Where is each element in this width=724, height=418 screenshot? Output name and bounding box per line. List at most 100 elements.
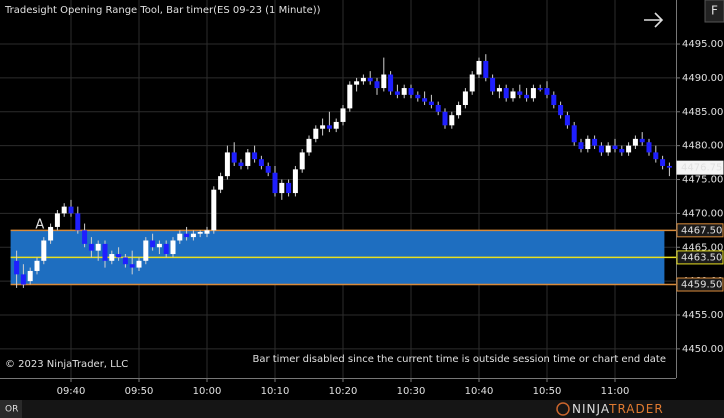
x-tick-label: 10:20 [329, 386, 358, 397]
axis-button[interactable] [704, 0, 724, 23]
price-label-box [676, 160, 724, 175]
candle-body [646, 142, 652, 153]
tab-bar [0, 400, 724, 418]
price-label-box [676, 250, 724, 265]
candle-body [388, 74, 394, 92]
status-message: Bar timer disabled since the current tim… [252, 354, 666, 365]
candle-body [61, 206, 67, 214]
candle-body [653, 152, 659, 160]
price-label: 4459.50 [681, 280, 722, 291]
candle-body [401, 88, 407, 95]
y-tick-label: 4450.00 [682, 344, 723, 355]
candle-body [374, 81, 380, 89]
price-label: 4467.50 [681, 225, 722, 236]
candle-body [462, 91, 468, 105]
candle-body [428, 101, 434, 105]
price-label-box [676, 223, 724, 238]
candle-body [190, 233, 196, 238]
candle-body [598, 145, 604, 153]
candle-body [258, 159, 264, 166]
x-tick-label: 09:50 [125, 386, 154, 397]
candle-body [245, 152, 251, 166]
logo-part: TRADER [608, 402, 664, 416]
candle-body [456, 105, 462, 116]
candle-body [320, 125, 326, 129]
arrow-icon[interactable] [644, 12, 664, 28]
copyright: © 2023 NinjaTrader, LLC [5, 359, 128, 370]
candle-body [116, 254, 122, 258]
price-label: 4463.50 [681, 252, 722, 263]
candle-body [20, 274, 26, 285]
candle-body [95, 243, 101, 251]
candle-body [252, 152, 258, 160]
tab[interactable] [0, 400, 22, 418]
candle-body [143, 240, 149, 261]
candle-body [449, 115, 455, 126]
candle-body [605, 145, 611, 153]
logo-part: NINJA [572, 402, 610, 416]
candle-body [490, 77, 496, 92]
candle-body [381, 74, 387, 89]
candle-body [163, 243, 169, 255]
candle-body [14, 260, 20, 275]
candle-body [218, 176, 224, 190]
candle-body [612, 145, 618, 150]
candle-body [286, 182, 292, 194]
candle-body [41, 240, 47, 261]
candle-body [129, 264, 135, 268]
y-tick-label: 4485.00 [682, 107, 723, 118]
candle-body [537, 88, 543, 90]
x-tick-label: 10:40 [465, 386, 494, 397]
candle-body [510, 91, 516, 99]
logo-icon [556, 402, 570, 416]
x-tick-label: 09:40 [57, 386, 86, 397]
candle-body [544, 88, 550, 95]
candle-body [82, 230, 88, 244]
candle-body [496, 88, 502, 92]
y-tick-label: 4490.00 [682, 73, 723, 84]
candle-body [408, 88, 414, 95]
candle-body [354, 81, 360, 85]
candle-body [551, 94, 557, 105]
y-tick-label: 4470.00 [682, 208, 723, 219]
candle-body [558, 105, 564, 116]
y-tick-label: 4475.00 [682, 175, 723, 186]
candle-body [211, 189, 217, 231]
candle-body [422, 98, 428, 102]
candle-body [27, 270, 33, 282]
x-tick-label: 10:00 [193, 386, 222, 397]
tab-label[interactable]: OR [5, 405, 18, 415]
candle-body [564, 115, 570, 126]
candle-body [333, 121, 339, 129]
x-tick-label: 10:30 [397, 386, 426, 397]
candle-body [483, 60, 489, 78]
candle-body [54, 213, 60, 227]
candle-body [415, 94, 421, 99]
candle-body [170, 240, 176, 255]
candle-body [265, 165, 271, 173]
candle-body [109, 254, 115, 261]
candle-body [48, 226, 54, 241]
candle-body [238, 162, 244, 166]
y-tick-label: 4465.00 [682, 242, 723, 253]
candle-body [292, 169, 298, 194]
candle-body [204, 230, 210, 234]
candle-body [34, 260, 40, 271]
chart-title: Tradesight Opening Range Tool, Bar timer… [4, 5, 321, 16]
candle-body [632, 138, 638, 146]
price-label: 4476.75 [681, 163, 722, 174]
candle-body [224, 152, 230, 177]
candle-body [469, 74, 475, 92]
candle-body [503, 88, 509, 99]
candle-body [442, 111, 448, 126]
y-tick-label: 4495.00 [682, 39, 723, 50]
candle-body [639, 138, 645, 143]
candle-body [435, 105, 441, 112]
candle-body [585, 138, 591, 150]
candle-body [340, 108, 346, 122]
axis-button-label[interactable]: F [711, 4, 718, 18]
candle-body [619, 149, 625, 153]
x-tick-label: 10:50 [533, 386, 562, 397]
candle-body [660, 159, 666, 166]
